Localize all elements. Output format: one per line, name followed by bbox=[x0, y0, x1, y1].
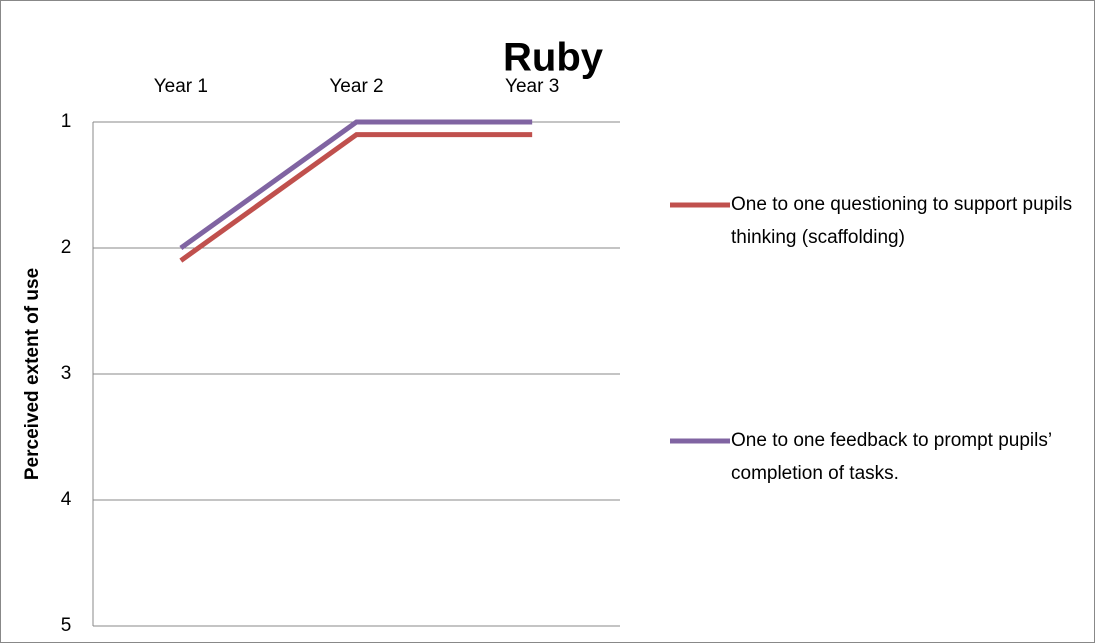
legend-label: One to one feedback to prompt pupils’ co… bbox=[731, 430, 1052, 484]
legend-label: One to one questioning to support pupils… bbox=[731, 194, 1073, 248]
x-tick-label: Year 2 bbox=[329, 76, 383, 97]
chart-title: Ruby bbox=[503, 36, 604, 80]
y-tick-label: 2 bbox=[61, 237, 72, 258]
series-line bbox=[179, 132, 533, 263]
y-axis-label: Perceived extent of use bbox=[22, 268, 43, 480]
series-line bbox=[179, 119, 533, 251]
y-tick-label: 4 bbox=[61, 489, 72, 510]
y-tick-label: 1 bbox=[61, 111, 72, 132]
y-tick-label: 5 bbox=[61, 615, 72, 636]
y-tick-label: 3 bbox=[61, 363, 72, 384]
x-tick-label: Year 1 bbox=[154, 76, 208, 97]
x-tick-label: Year 3 bbox=[505, 76, 559, 97]
